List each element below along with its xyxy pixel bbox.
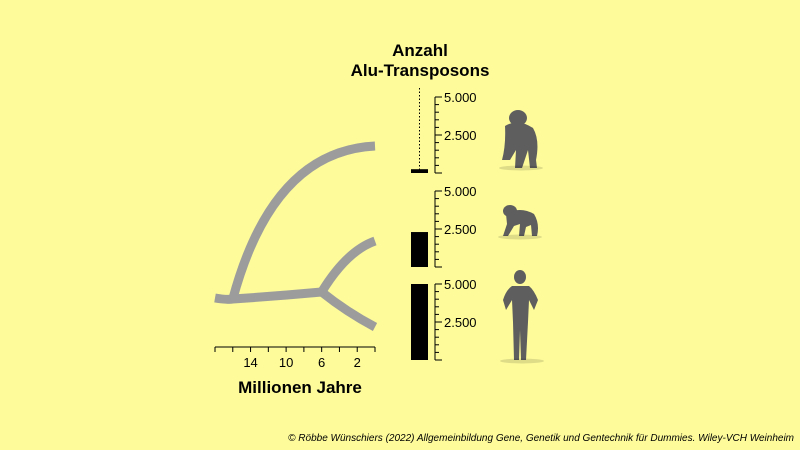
y-tick-label: 2.500 xyxy=(444,128,477,143)
time-axis: 14 10 6 2 xyxy=(214,346,376,370)
branch-chimpanzee xyxy=(317,236,377,295)
branch-human xyxy=(318,288,378,331)
chart-title-line1: Anzahl xyxy=(392,41,448,60)
chart-title-line2: Alu-Transposons xyxy=(350,61,490,80)
credit-line: © Röbbe Wünschiers (2022) Allgemeinbildu… xyxy=(288,433,794,444)
x-tick-label: 14 xyxy=(243,355,257,370)
chart-title: Anzahl Alu-Transposons xyxy=(330,41,510,81)
orangutan-icon xyxy=(502,110,538,168)
y-tick-label: 5.000 xyxy=(444,184,477,199)
shadow xyxy=(498,234,542,240)
x-tick-label: 10 xyxy=(279,355,293,370)
x-tick-label: 6 xyxy=(318,355,325,370)
y-tick-label: 5.000 xyxy=(444,277,477,292)
y-tick-label: 2.500 xyxy=(444,222,477,237)
x-tick-label: 2 xyxy=(354,355,361,370)
shadow xyxy=(499,165,543,171)
shadow xyxy=(500,358,544,364)
tree-layer xyxy=(214,141,378,331)
bar-human xyxy=(411,284,428,360)
bar-orangutan xyxy=(411,169,428,173)
bar-chimpanzee xyxy=(411,232,428,267)
branch-orangutan xyxy=(228,141,376,301)
y-tick-label: 5.000 xyxy=(444,90,477,105)
x-axis-label: Millionen Jahre xyxy=(238,378,362,397)
chimpanzee-icon xyxy=(503,205,538,236)
human-icon xyxy=(503,270,538,360)
alu-bars: 5.000 2.500 5.000 2.500 5.000 2.500 xyxy=(411,88,477,361)
y-tick-label: 2.500 xyxy=(444,315,477,330)
species-icons xyxy=(498,110,544,364)
